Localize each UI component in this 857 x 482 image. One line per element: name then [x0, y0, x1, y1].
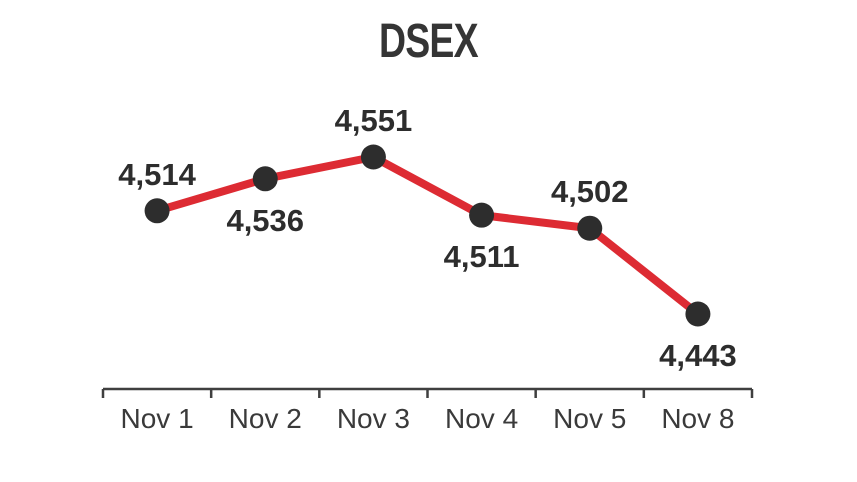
- data-point-marker: [685, 301, 711, 327]
- data-point-label: 4,502: [551, 174, 629, 209]
- x-axis: [101, 387, 754, 398]
- x-axis-label: Nov 8: [661, 403, 734, 434]
- x-axis-label: Nov 2: [229, 403, 302, 434]
- chart-title-row: DSEX: [0, 15, 857, 69]
- x-axis-label: Nov 4: [445, 403, 518, 434]
- data-point-marker: [360, 144, 386, 170]
- chart-title: DSEX: [379, 15, 479, 68]
- data-point-label: 4,443: [659, 338, 737, 373]
- x-axis-label: Nov 3: [337, 403, 410, 434]
- data-point-marker: [144, 198, 170, 224]
- data-point-marker: [577, 215, 603, 241]
- trend-line: [153, 153, 702, 318]
- data-point-label: 4,511: [444, 239, 520, 274]
- data-point-marker: [252, 166, 278, 192]
- x-axis-label: Nov 1: [121, 403, 194, 434]
- data-point-label: 4,514: [118, 157, 196, 192]
- data-point-label: 4,551: [335, 103, 413, 138]
- data-point-marker: [469, 202, 495, 228]
- x-axis-label: Nov 5: [553, 403, 626, 434]
- data-point-label: 4,536: [226, 203, 304, 238]
